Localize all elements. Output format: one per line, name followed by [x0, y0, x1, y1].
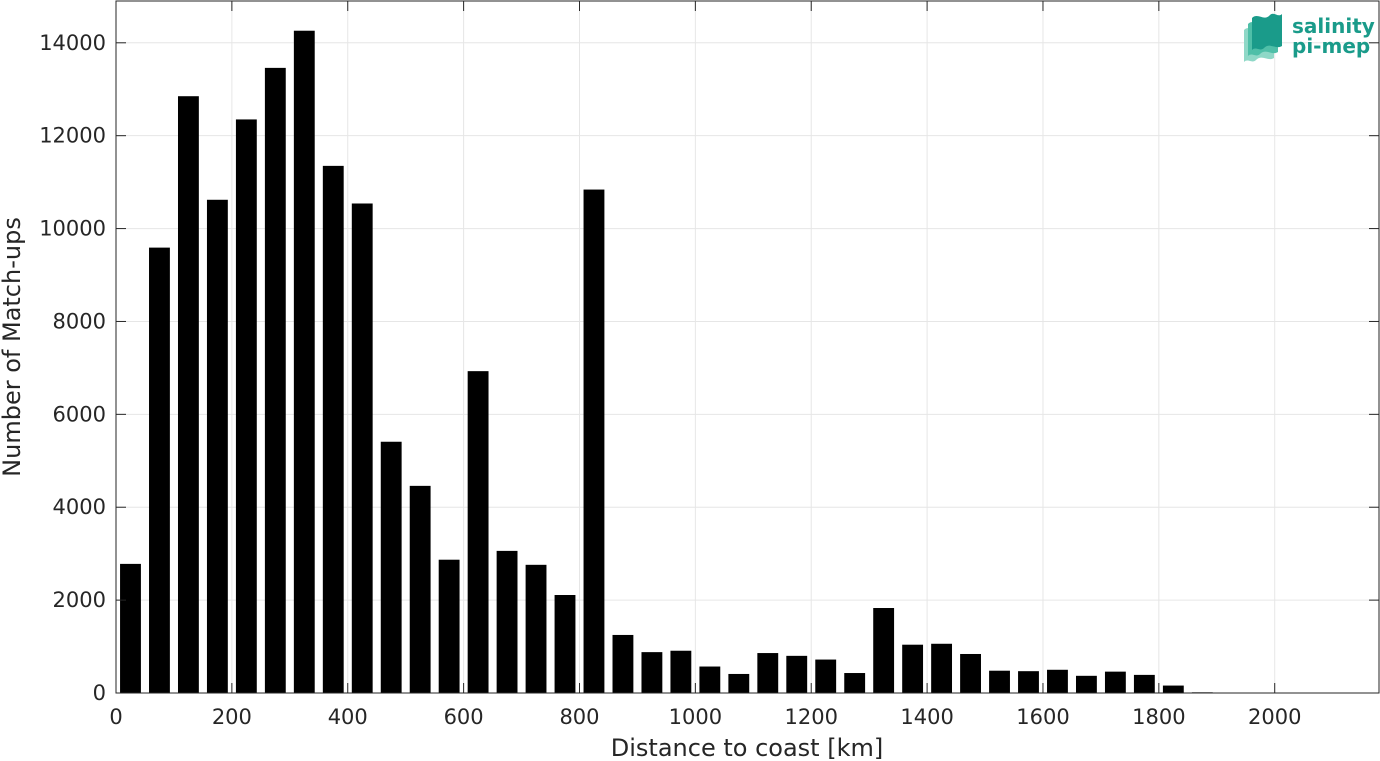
bar	[1018, 671, 1039, 693]
bar	[351, 203, 373, 693]
y-tick-label: 0	[93, 681, 106, 705]
bar	[728, 673, 750, 693]
bar	[380, 441, 402, 693]
bar	[177, 96, 199, 693]
bar	[1047, 669, 1068, 693]
bar	[699, 666, 721, 693]
bar	[149, 247, 170, 694]
x-tick-label: 400	[328, 705, 368, 729]
y-tick-label: 12000	[39, 124, 106, 148]
bar	[438, 559, 460, 693]
bar	[264, 67, 286, 693]
x-tick-label: 1200	[785, 705, 838, 729]
bar	[844, 673, 866, 693]
bar	[293, 30, 315, 693]
x-tick-label: 1000	[669, 705, 722, 729]
bar	[206, 199, 228, 694]
bar	[1133, 674, 1155, 693]
x-tick-label: 600	[444, 705, 484, 729]
bar	[120, 563, 141, 693]
bar	[815, 659, 837, 693]
bar	[931, 643, 953, 693]
bar	[641, 652, 663, 693]
bar	[786, 655, 808, 693]
y-tick-labels: 0 2000 4000 6000 8000 10000 12000 14000	[39, 31, 106, 705]
bar	[496, 550, 518, 693]
x-axis-label: Distance to coast [km]	[611, 734, 883, 761]
bar	[989, 670, 1010, 693]
bar	[235, 119, 257, 694]
bar	[525, 564, 547, 693]
x-tick-label: 200	[212, 705, 252, 729]
bar	[902, 644, 924, 693]
y-tick-label: 10000	[39, 217, 106, 241]
bar	[612, 634, 634, 693]
x-tick-label: 1400	[900, 705, 953, 729]
bar	[757, 653, 779, 693]
y-axis-label: Number of Match-ups	[0, 217, 26, 477]
grid-lines	[115, 1, 1379, 694]
x-tick-labels: 0 200 400 600 800 1000 1200 1400 1600 1800 2000	[109, 705, 1301, 729]
bar	[322, 165, 344, 693]
x-tick-label: 2000	[1248, 705, 1301, 729]
y-tick-label: 4000	[53, 495, 106, 519]
bar	[554, 595, 576, 693]
bar	[960, 653, 981, 693]
x-tick-label: 800	[559, 705, 599, 729]
plot-frame	[115, 0, 1380, 694]
bar	[1075, 675, 1097, 693]
x-tick-label: 1800	[1132, 705, 1185, 729]
bar	[1162, 685, 1184, 693]
y-tick-label: 8000	[53, 309, 106, 333]
bar	[583, 189, 605, 693]
y-tick-label: 14000	[39, 31, 106, 55]
bar	[873, 608, 895, 693]
bar	[670, 650, 692, 693]
salinity-pi-mep-logo: salinity pi-mep	[1244, 13, 1375, 62]
x-tick-label: 1600	[1016, 705, 1069, 729]
wave-logo-icon	[1244, 13, 1282, 62]
bar	[409, 485, 431, 693]
logo-text-salinity: salinity	[1292, 14, 1375, 38]
bar	[467, 371, 489, 693]
bar	[1104, 671, 1126, 693]
x-tick-label: 0	[109, 705, 122, 729]
y-tick-label: 6000	[53, 402, 106, 426]
tick-marks	[115, 1, 1379, 694]
bars	[120, 30, 1213, 694]
logo-text-pi-mep: pi-mep	[1292, 34, 1370, 58]
y-tick-label: 2000	[53, 588, 106, 612]
